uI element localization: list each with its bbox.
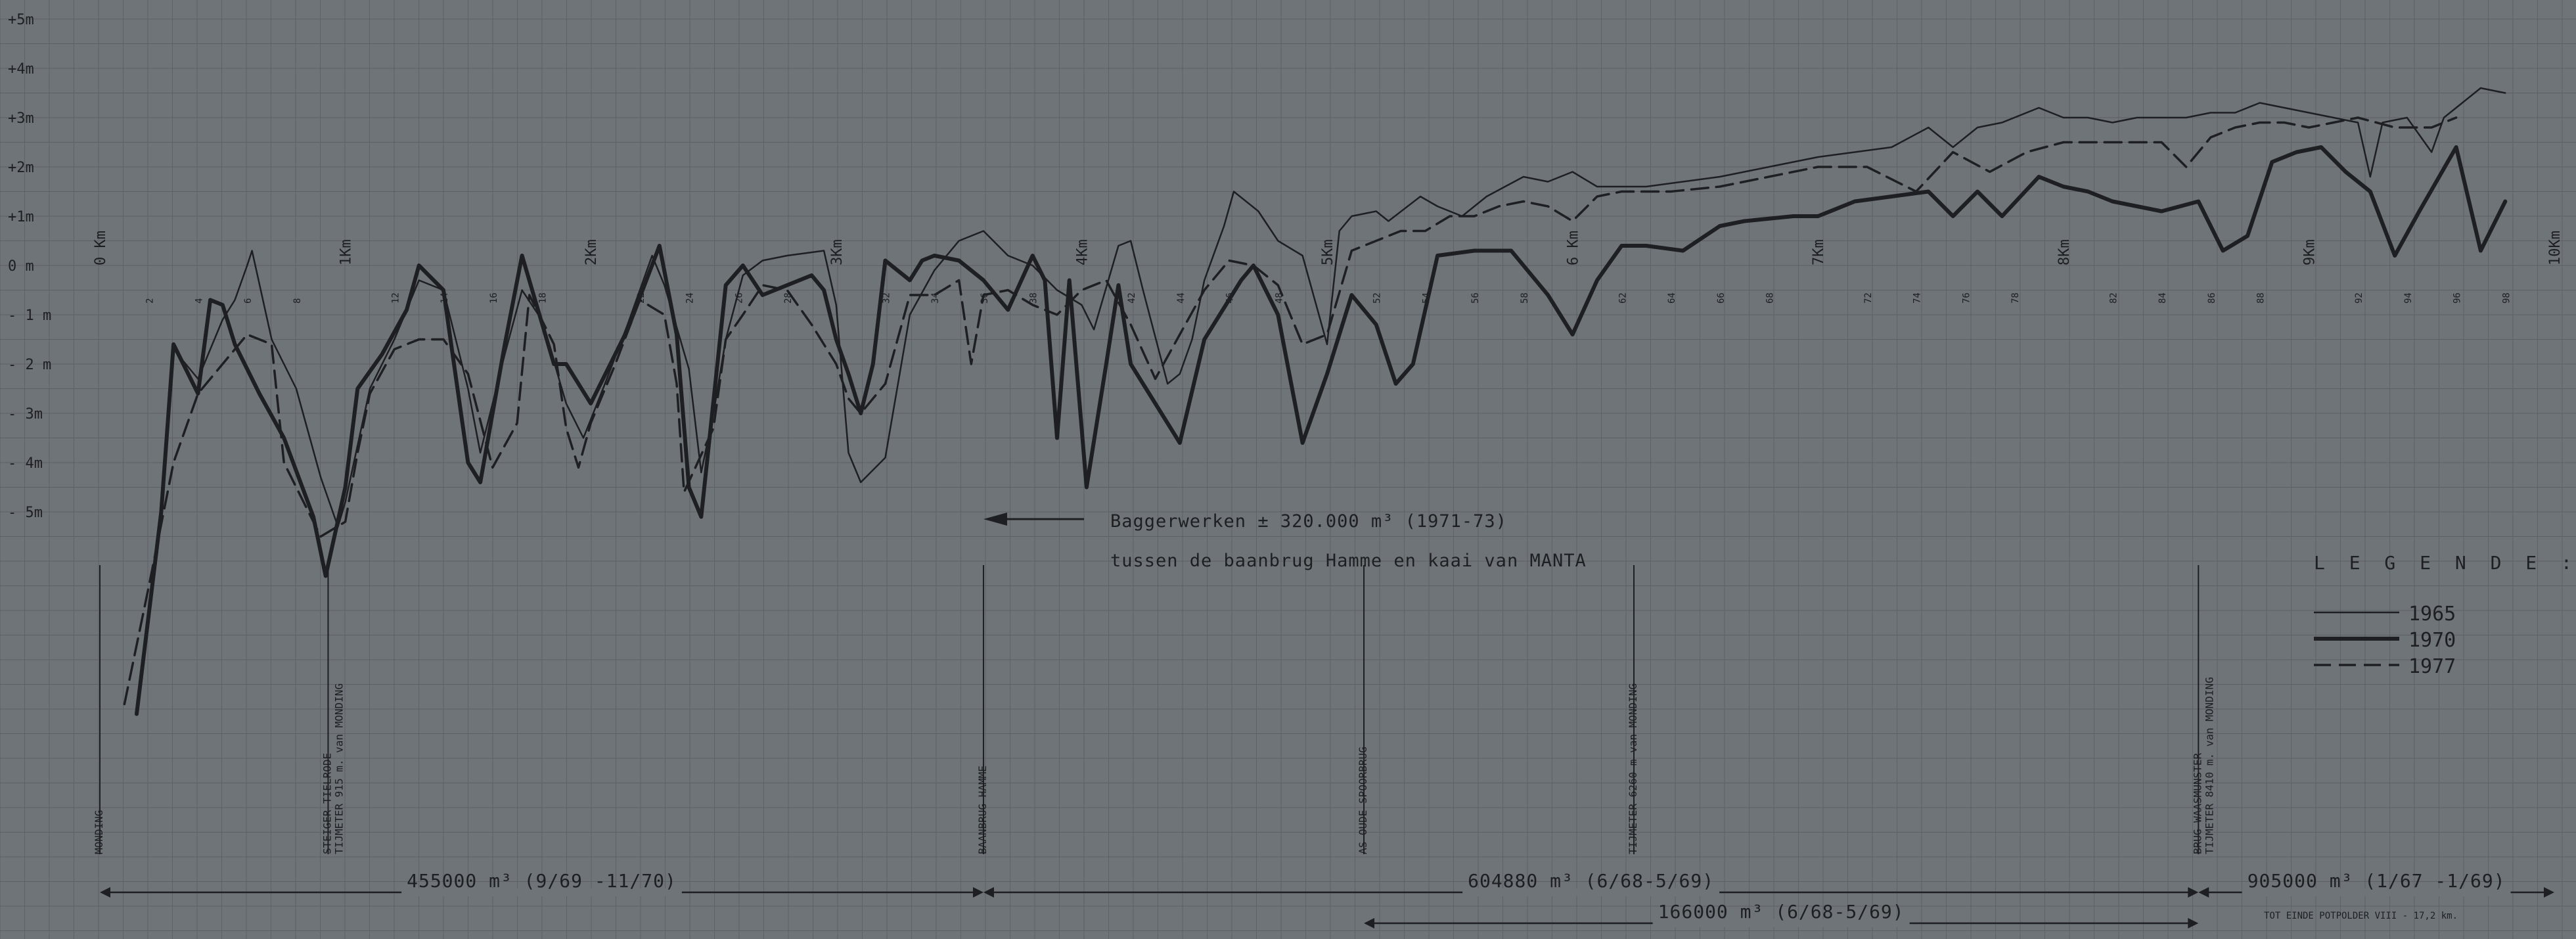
x-minor-tick-label: 34 — [930, 292, 941, 304]
y-tick-label: - 3m — [8, 406, 43, 423]
x-minor-tick-label: 84 — [2158, 292, 2168, 304]
legend-title: L E G E N D E : — [2314, 552, 2576, 574]
x-minor-tick-label: 58 — [1520, 292, 1530, 304]
chart-series — [123, 87, 2508, 716]
volume-arrow-left — [2198, 887, 2209, 898]
y-tick-label: +1m — [8, 209, 34, 225]
annotation-arrow-head — [983, 513, 1007, 526]
x-minor-tick-label: 2 — [145, 298, 156, 304]
series-line-1970 — [135, 145, 2508, 716]
landmark-label: AS OUDE SPOORBRUG — [1357, 746, 1369, 854]
x-minor-tick-label: 56 — [1470, 292, 1481, 304]
y-tick-label: - 4m — [8, 455, 43, 472]
x-minor-tick-label: 16 — [489, 292, 499, 304]
series-line-1965 — [172, 87, 2506, 528]
x-minor-tick-label: 8 — [292, 298, 303, 304]
annotation-line-1: Baggerwerken ± 320.000 m³ (1971-73) — [1110, 511, 1507, 532]
x-minor-tick-label: 62 — [1617, 292, 1628, 304]
dredging-annotation: Baggerwerken ± 320.000 m³ (1971-73) tuss… — [983, 511, 1587, 571]
landmark-label: MONDING — [93, 810, 105, 854]
volume-label-gap — [1652, 919, 1910, 927]
y-tick-label: - 2 m — [8, 357, 51, 373]
x-tick-label: 8Km — [2056, 239, 2073, 265]
x-minor-tick-label: 44 — [1176, 292, 1186, 304]
x-minor-tick-label: 78 — [2010, 292, 2021, 304]
x-minor-tick-label: 68 — [1765, 292, 1775, 304]
x-minor-tick-label: 24 — [685, 292, 696, 304]
x-minor-tick-label: 6 — [243, 298, 254, 304]
dredging-volumes: 455000 m³ (9/69 -11/70) 604880 m³ (6/68-5… — [100, 870, 2554, 928]
chart-legend: L E G E N D E : 1965 1970 1977 — [2314, 552, 2576, 678]
x-tick-label: 3Km — [829, 239, 846, 265]
y-tick-label: +3m — [8, 110, 34, 127]
x-tick-label: 5Km — [1320, 239, 1336, 265]
volume-arrow-right — [2544, 887, 2554, 898]
volume-label: 455000 m³ (9/69 -11/70) — [407, 870, 677, 892]
x-minor-tick-label: 38 — [1029, 292, 1039, 304]
y-tick-label: 0 m — [8, 258, 34, 275]
volume-label-gap — [401, 888, 682, 896]
volume-label: 604880 m³ (6/68-5/69) — [1468, 870, 1714, 892]
x-tick-label: 9Km — [2301, 239, 2318, 265]
y-tick-label: - 5m — [8, 505, 43, 521]
legend-label-1970: 1970 — [2408, 629, 2456, 652]
x-minor-tick-label: 32 — [882, 292, 892, 304]
x-minor-tick-label: 72 — [1863, 292, 1874, 304]
volume-arrow-right — [2188, 918, 2199, 928]
landmark-label: BRUG WAASMUNSTER — [2191, 753, 2203, 854]
x-tick-label: 10Km — [2547, 231, 2564, 265]
volume-label: 166000 m³ (6/68-5/69) — [1658, 901, 1905, 923]
x-minor-tick-label: 12 — [390, 292, 401, 304]
landmark-label: BAANBRUG HAMME — [976, 766, 989, 854]
y-tick-label: +2m — [8, 160, 34, 176]
volume-arrow-left — [1364, 918, 1375, 928]
x-minor-tick-label: 18 — [537, 292, 548, 304]
x-minor-tick-label: 48 — [1274, 292, 1284, 304]
y-tick-label: +5m — [8, 12, 34, 28]
volume-arrow-right — [972, 887, 983, 898]
landmark-labels: MONDING STEIGER TIELRODE TIJMETER 915 m. v… — [93, 565, 2215, 854]
landmark-label: STEIGER TIELRODE — [321, 753, 333, 854]
x-minor-tick-label: 94 — [2403, 292, 2414, 304]
x-minor-tick-label: 98 — [2501, 292, 2512, 304]
landmark-label: TIJMETER 8410 m. van MONDING — [2203, 677, 2215, 854]
legend-label-1965: 1965 — [2408, 603, 2456, 626]
x-minor-tick-label: 88 — [2256, 292, 2267, 304]
x-minor-tick-label: 64 — [1667, 292, 1677, 304]
x-tick-label: 7Km — [1811, 239, 1827, 265]
x-minor-tick-label: 76 — [1961, 292, 1972, 304]
series-line-1977 — [123, 116, 2458, 706]
volume-arrow-left — [983, 887, 994, 898]
x-tick-label: 2Km — [583, 239, 600, 265]
x-minor-tick-label: 74 — [1912, 292, 1923, 304]
x-minor-tick-label: 82 — [2109, 292, 2119, 304]
x-minor-tick-label: 42 — [1127, 292, 1137, 304]
volume-label: 905000 m³ (1/67 -1/69) — [2248, 870, 2506, 892]
legend-label-1977: 1977 — [2408, 655, 2456, 678]
landmark-label: TIJMETER 6260 m van MONDING — [1627, 683, 1639, 854]
volume-arrow-left — [100, 887, 110, 898]
x-tick-label: 4Km — [1074, 239, 1091, 265]
x-minor-tick-label: 4 — [194, 298, 204, 304]
x-minor-tick-label: 86 — [2207, 292, 2217, 304]
volume-label-gap — [2242, 888, 2511, 896]
volume-label-gap — [1462, 888, 1720, 896]
x-minor-tick-label: 92 — [2354, 292, 2364, 304]
x-tick-label: 0 Km — [93, 231, 109, 265]
x-minor-tick-label: 52 — [1372, 292, 1383, 304]
volume-arrow-right — [2188, 887, 2199, 898]
y-tick-label: +4m — [8, 61, 34, 78]
x-tick-label: 6 Km — [1566, 231, 1582, 265]
x-tick-label: 1Km — [338, 239, 355, 265]
annotation-line-2: tussen de baanbrug Hamme en kaai van MAN… — [1110, 551, 1587, 571]
footnote: TOT EINDE POTPOLDER VIII - 17,2 km. — [2264, 911, 2458, 921]
x-minor-tick-label: 96 — [2452, 292, 2463, 304]
landmark-label: TIJMETER 915 m. van MONDING — [332, 683, 345, 854]
x-minor-tick-label: 66 — [1716, 292, 1727, 304]
y-tick-label: - 1 m — [8, 308, 51, 324]
